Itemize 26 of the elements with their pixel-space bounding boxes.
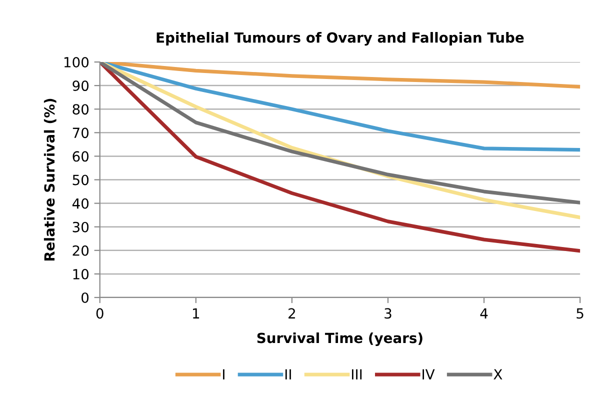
line-series [100,62,580,253]
y-tick-label: 0 [82,292,89,303]
x-axis-title: Survival Time (years) [257,332,422,346]
y-tick-label: 80 [72,104,89,115]
x-tick-label: 2 [288,308,295,318]
legend-label: III [352,369,362,380]
legend-label: IV [422,369,435,380]
legend-label: I [223,369,224,380]
chart-title: Epithelial Tumours of Ovary and Fallopian Tube [156,32,524,46]
x-tick-label: 0 [96,308,104,319]
y-tick-label: 70 [72,128,89,138]
y-tick-label: 50 [72,174,89,186]
x-tick-label: 4 [480,308,488,318]
y-tick-label: 100 [64,56,89,68]
y-tick-label: 20 [72,245,89,256]
y-axis-title: Relative Survival (%) [44,98,56,261]
y-tick-label: 60 [72,151,89,162]
x-tick-label: 1 [193,308,200,318]
legend-label: II [285,369,291,380]
y-tick-label: 10 [73,268,89,280]
x-tick-label: 3 [384,308,392,319]
y-tick-label: 40 [72,198,89,209]
y-tick-label: 90 [72,80,89,92]
y-tick-label: 30 [72,222,89,232]
x-tick-label: 5 [576,308,584,319]
legend-label: X [494,369,502,380]
